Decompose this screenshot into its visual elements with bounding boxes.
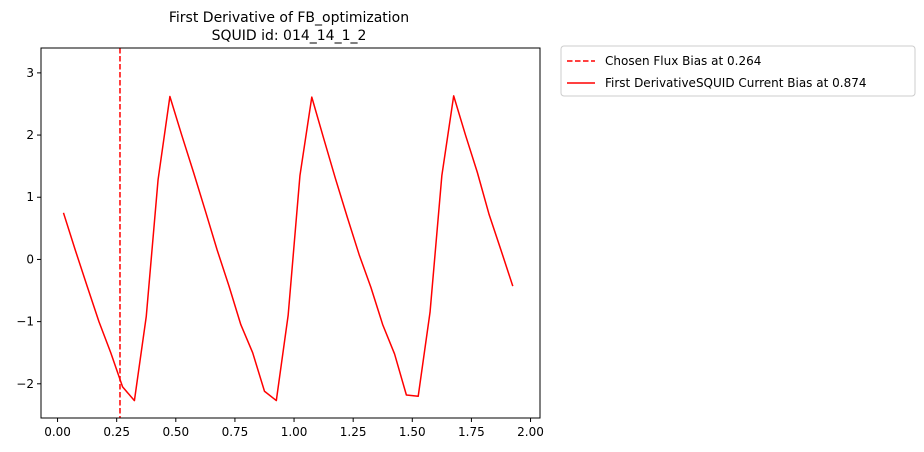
x-tick-label: 1.25 [340,425,367,439]
y-tick-label: 3 [26,66,34,80]
y-tick-label: 2 [26,128,34,142]
x-tick-label: 2.00 [517,425,544,439]
x-tick-label: 0.75 [222,425,249,439]
x-tick-label: 1.75 [458,425,485,439]
x-tick-label: 0.00 [44,425,71,439]
y-tick-label: −1 [16,315,34,329]
x-tick-label: 0.25 [103,425,130,439]
plot-frame [40,47,541,419]
y-tick-label: −2 [16,377,34,391]
axis-ticks: 0.00 0.25 0.50 0.75 1.00 1.25 1.50 1.75 2.00 −2 −1… [16,66,544,439]
legend: Chosen Flux Bias at 0.264 First Derivati… [560,45,916,97]
series-line [62,95,514,402]
plot-area [62,48,514,418]
chart-title: First Derivative of FB_optimization [169,10,409,26]
legend-frame [560,45,916,97]
y-tick-label: 1 [26,190,34,204]
y-tick-label: 0 [26,252,34,266]
legend-label-vline: Chosen Flux Bias at 0.264 [605,54,761,68]
legend-label-series: First DerivativeSQUID Current Bias at 0.… [605,76,866,90]
chart-subtitle: SQUID id: 014_14_1_2 [212,28,367,44]
x-tick-label: 1.50 [399,425,426,439]
x-tick-label: 1.00 [281,425,308,439]
x-tick-label: 0.50 [162,425,189,439]
